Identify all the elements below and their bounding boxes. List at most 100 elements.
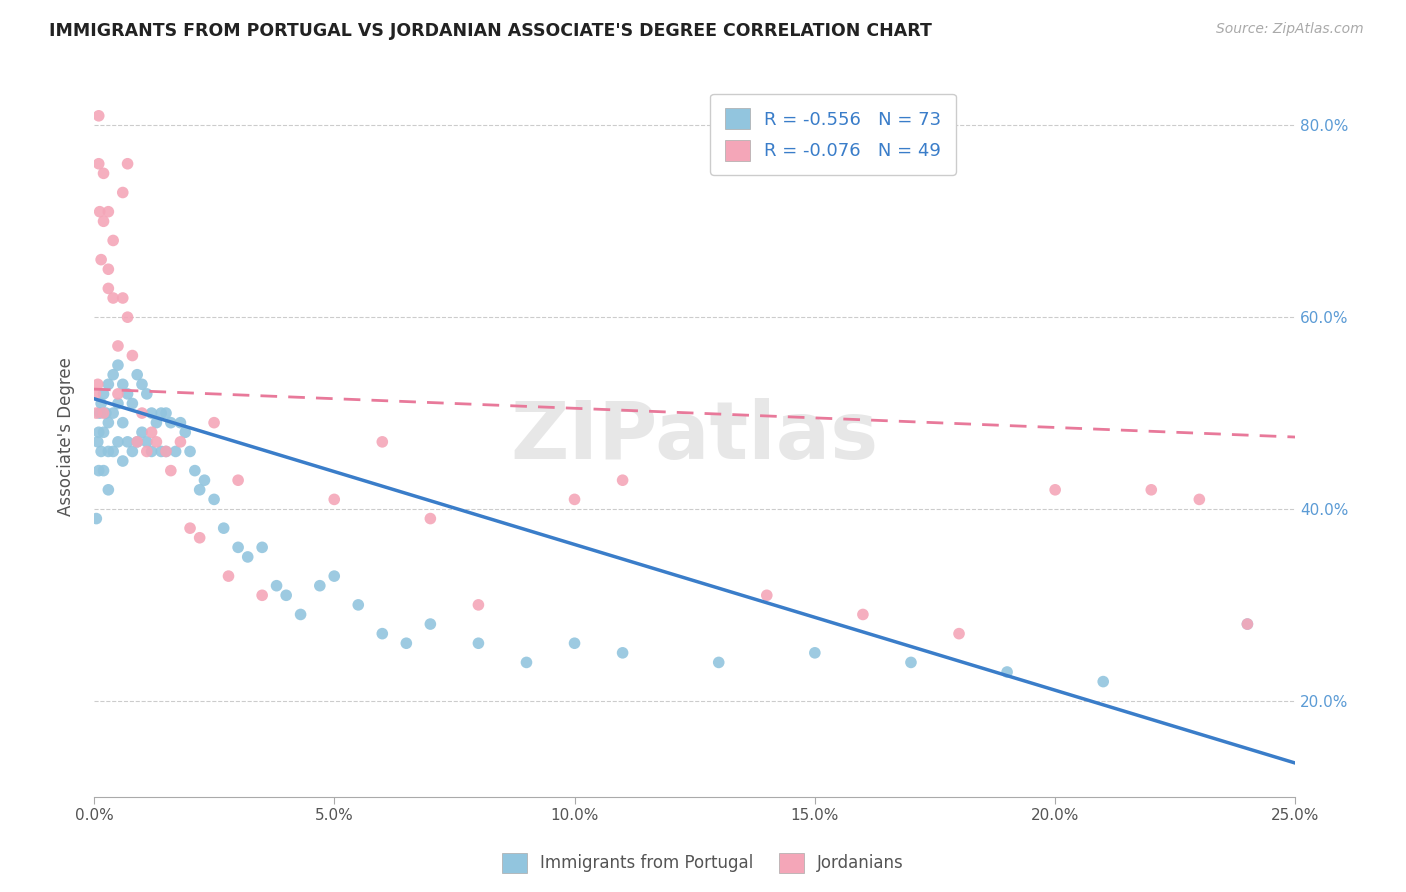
Point <box>155 406 177 420</box>
Point <box>127 434 149 449</box>
Point <box>131 377 153 392</box>
Point <box>87 157 110 171</box>
Point <box>467 598 489 612</box>
Point <box>169 416 191 430</box>
Point <box>87 109 110 123</box>
Point <box>276 588 298 602</box>
Point <box>117 310 139 325</box>
Point <box>804 646 827 660</box>
Point <box>707 656 730 670</box>
Point <box>97 262 120 277</box>
Point <box>94 406 117 420</box>
Point <box>97 281 120 295</box>
Point <box>111 291 134 305</box>
Text: ZIPatlas: ZIPatlas <box>510 398 879 476</box>
Point <box>290 607 312 622</box>
Point <box>308 579 330 593</box>
Point <box>159 416 181 430</box>
Point <box>165 444 187 458</box>
Point <box>236 549 259 564</box>
Point <box>347 598 370 612</box>
Point <box>169 434 191 449</box>
Point <box>226 541 249 555</box>
Point <box>467 636 489 650</box>
Point <box>90 252 112 267</box>
Point <box>1236 617 1258 632</box>
Point <box>107 358 129 372</box>
Point <box>93 406 115 420</box>
Point <box>117 157 139 171</box>
Point <box>101 444 124 458</box>
Point <box>188 483 211 497</box>
Point <box>184 464 207 478</box>
Point <box>145 434 167 449</box>
Point <box>117 387 139 401</box>
Text: Source: ZipAtlas.com: Source: ZipAtlas.com <box>1216 22 1364 37</box>
Point <box>90 396 112 410</box>
Point <box>135 434 157 449</box>
Point <box>948 626 970 640</box>
Point <box>188 531 211 545</box>
Point <box>97 204 120 219</box>
Point <box>852 607 875 622</box>
Point <box>150 444 173 458</box>
Point <box>612 473 634 487</box>
Point <box>111 377 134 392</box>
Point <box>97 483 120 497</box>
Point <box>323 569 346 583</box>
Point <box>90 444 112 458</box>
Point <box>395 636 418 650</box>
Point <box>111 186 134 200</box>
Point <box>612 646 634 660</box>
Point <box>84 387 107 401</box>
Point <box>93 214 115 228</box>
Point <box>564 636 586 650</box>
Point <box>141 444 163 458</box>
Point <box>101 368 124 382</box>
Point <box>97 416 120 430</box>
Point <box>127 368 149 382</box>
Point <box>155 444 177 458</box>
Point <box>101 291 124 305</box>
Point <box>87 464 110 478</box>
Legend: Immigrants from Portugal, Jordanians: Immigrants from Portugal, Jordanians <box>495 847 911 880</box>
Point <box>107 434 129 449</box>
Point <box>159 464 181 478</box>
Point <box>1043 483 1066 497</box>
Point <box>121 444 143 458</box>
Point <box>515 656 537 670</box>
Point <box>89 406 111 420</box>
Point <box>179 521 201 535</box>
Point <box>179 444 201 458</box>
Point <box>89 204 111 219</box>
Legend: R = -0.556   N = 73, R = -0.076   N = 49: R = -0.556 N = 73, R = -0.076 N = 49 <box>710 94 956 175</box>
Point <box>86 406 108 420</box>
Point <box>250 541 273 555</box>
Point <box>135 444 157 458</box>
Point <box>155 444 177 458</box>
Point <box>87 377 110 392</box>
Point <box>755 588 778 602</box>
Point <box>1236 617 1258 632</box>
Point <box>87 434 110 449</box>
Point <box>150 406 173 420</box>
Point <box>111 454 134 468</box>
Point <box>131 425 153 440</box>
Point <box>202 416 225 430</box>
Point <box>121 396 143 410</box>
Point <box>323 492 346 507</box>
Point <box>93 464 115 478</box>
Point <box>121 349 143 363</box>
Point <box>101 406 124 420</box>
Point <box>250 588 273 602</box>
Point <box>266 579 288 593</box>
Point <box>371 434 394 449</box>
Point <box>97 444 120 458</box>
Point <box>419 511 441 525</box>
Point <box>900 656 922 670</box>
Point <box>1188 492 1211 507</box>
Y-axis label: Associate's Degree: Associate's Degree <box>58 358 75 516</box>
Point <box>101 234 124 248</box>
Point <box>174 425 197 440</box>
Point <box>141 406 163 420</box>
